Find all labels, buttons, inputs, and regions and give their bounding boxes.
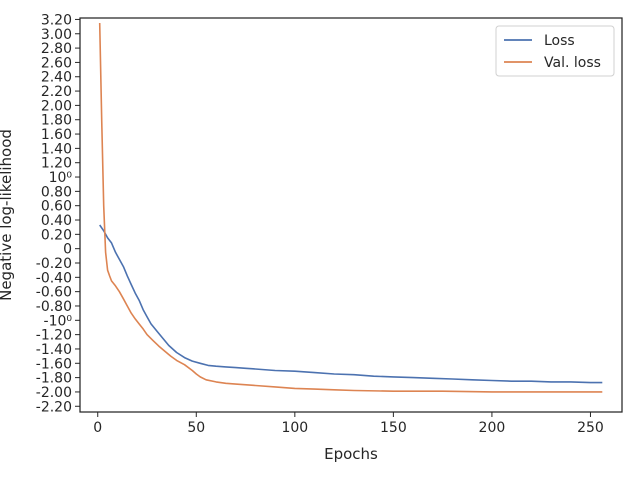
y-tick-label: -1.80 xyxy=(36,371,72,387)
y-tick-label: -1.40 xyxy=(36,342,72,358)
y-tick-label: 2.60 xyxy=(41,55,72,71)
y-tick-label: 1.20 xyxy=(41,156,72,172)
series-line-1 xyxy=(99,224,603,384)
y-tick-label: 2.00 xyxy=(41,98,72,114)
y-tick-label: -0.80 xyxy=(36,299,72,315)
y-tick-label: 0.20 xyxy=(41,227,72,243)
y-tick-label: -0.40 xyxy=(36,270,72,286)
series-layer xyxy=(98,22,603,393)
y-tick-label: 0 xyxy=(63,242,72,258)
x-tick-label: 100 xyxy=(281,420,308,436)
y-tick-label: 1.60 xyxy=(41,127,72,143)
y-axis-label: Negative log-likelihood xyxy=(0,129,15,301)
legend-label-2: Val. loss xyxy=(544,55,601,71)
y-tick-label: 2.20 xyxy=(41,84,72,100)
x-axis: 0 50 100 150 200 250 xyxy=(93,412,604,436)
legend: Loss Val. loss xyxy=(495,25,615,77)
y-tick-label: -2.00 xyxy=(36,385,72,401)
series-line-2 xyxy=(98,22,603,393)
y-tick-label: 1.80 xyxy=(41,113,72,129)
legend-box xyxy=(495,25,615,77)
y-tick-label: -1.60 xyxy=(36,356,72,372)
y-tick-label: 2.80 xyxy=(41,41,72,57)
y-tick-label: -0.60 xyxy=(36,285,72,301)
y-tick-label: 3.20 xyxy=(41,12,72,28)
plot-area xyxy=(79,17,623,413)
y-tick-label: -10⁰ xyxy=(44,313,73,329)
y-tick-label: 10⁰ xyxy=(49,170,73,186)
y-axis: -2.20-2.00-1.80-1.60-1.40-1.20-10⁰-0.80-… xyxy=(36,12,80,415)
x-tick-label: 150 xyxy=(380,420,407,436)
y-tick-label: 0.40 xyxy=(41,213,72,229)
plot-frame xyxy=(79,17,623,413)
y-tick-label: -2.20 xyxy=(36,399,72,415)
y-tick-label: -0.20 xyxy=(36,256,72,272)
y-tick-label: 0.80 xyxy=(41,184,72,200)
y-tick-label: 2.40 xyxy=(41,70,72,86)
y-tick-label: 3.00 xyxy=(41,27,72,43)
x-tick-label: 200 xyxy=(479,420,506,436)
y-tick-label: 1.40 xyxy=(41,141,72,157)
x-tick-label: 50 xyxy=(187,420,205,436)
x-tick-label: 0 xyxy=(93,420,102,436)
y-tick-label: 0.60 xyxy=(41,199,72,215)
y-tick-label: -1.20 xyxy=(36,328,72,344)
x-axis-label: Epochs xyxy=(324,445,378,463)
legend-label-1: Loss xyxy=(544,33,575,49)
x-tick-label: 250 xyxy=(577,420,604,436)
